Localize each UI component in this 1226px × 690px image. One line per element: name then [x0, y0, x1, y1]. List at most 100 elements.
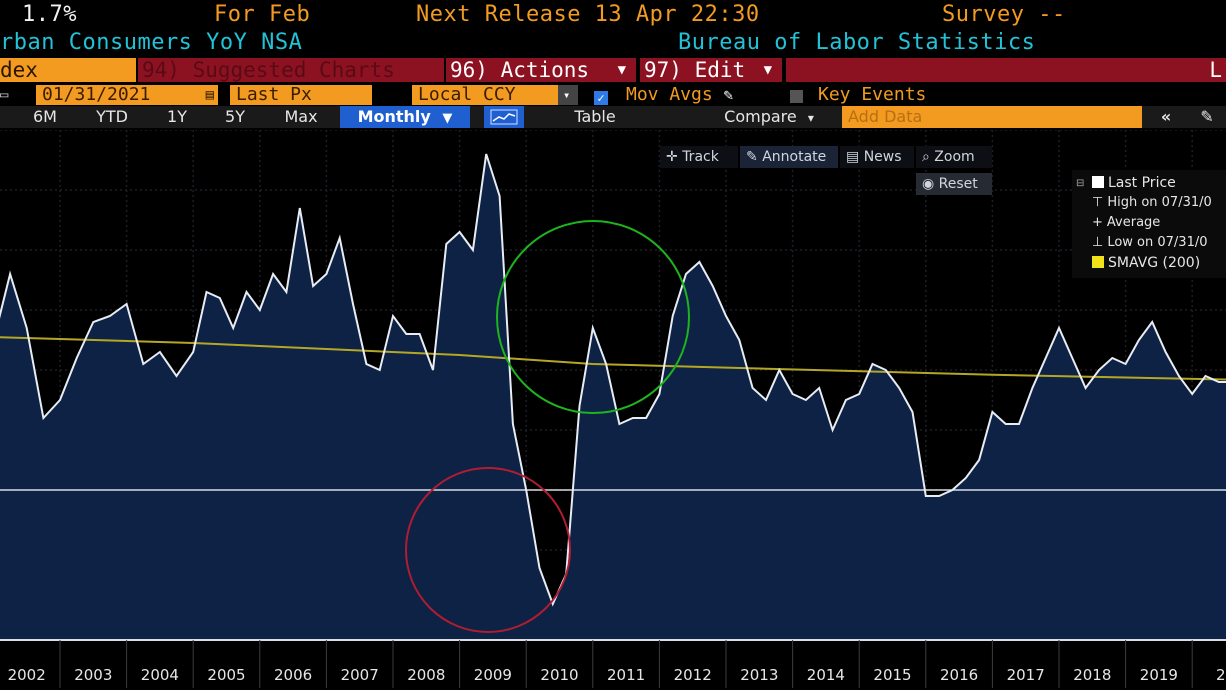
x-tick-label: 20 [1216, 666, 1226, 684]
smavg-line [0, 336, 1226, 381]
header-survey: Survey -- [942, 2, 1066, 27]
track-button[interactable]: ✛ Track [660, 146, 738, 168]
x-tick-label: 2009 [474, 666, 512, 684]
suggested-charts-menu[interactable]: 94) Suggested Charts [138, 58, 444, 82]
x-axis: 2002 2003 2004 2005 2006 2007 2008 2009 2010 2011… [0, 639, 1226, 688]
mov-avgs-text: Mov Avgs [626, 84, 713, 105]
date-field[interactable]: 01/31/2021 ▤ [36, 85, 218, 105]
checkbox-unchecked-icon [790, 90, 803, 103]
legend-label: Last Price [1108, 175, 1176, 191]
menu-bar-right: L [786, 58, 1226, 82]
track-label: Track [682, 149, 719, 165]
x-tick-label: 2008 [407, 666, 445, 684]
x-tick-label: 2007 [341, 666, 379, 684]
legend-high: ⊤ High on 07/31/0 [1092, 195, 1212, 210]
x-tick-label: 2015 [873, 666, 911, 684]
annotate-label: Annotate [762, 149, 827, 165]
legend-label: SMAVG (200) [1108, 255, 1201, 271]
actions-menu[interactable]: 96) Actions ▼ [446, 58, 636, 82]
currency-select[interactable]: Local CCY [412, 85, 558, 105]
mov-avgs-label[interactable]: Mov Avgs ✎ [620, 85, 770, 105]
period-6m[interactable]: 6M [33, 107, 57, 126]
crosshair-icon: ✛ [666, 149, 678, 165]
frequency-label: Monthly [357, 107, 431, 126]
date-value: 01/31/2021 [42, 84, 151, 105]
x-tick-label: 2016 [940, 666, 978, 684]
pencil-icon: ✎ [746, 149, 758, 165]
legend-last-price[interactable]: Last Price [1092, 175, 1176, 191]
period-bar: 6M YTD 1Y 5Y Max Monthly ▼ Table Compare… [0, 106, 1226, 128]
legend-collapse-icon[interactable]: ⊟ [1076, 178, 1085, 189]
zoom-button[interactable]: ⌕ Zoom [916, 146, 992, 168]
key-events-label[interactable]: Key Events [818, 84, 927, 105]
x-tick-label: 2011 [607, 666, 645, 684]
low-marker-icon: ⊥ [1092, 235, 1104, 250]
pencil-icon[interactable]: ✎ [1200, 107, 1214, 126]
table-button[interactable]: Table [574, 107, 616, 126]
average-marker-icon: + [1092, 215, 1103, 230]
reset-icon: ◉ [922, 176, 935, 192]
header-for-period: For Feb [214, 2, 311, 27]
highlight-circle-green [496, 220, 690, 414]
data-source: Bureau of Labor Statistics [678, 30, 1036, 55]
chevron-down-icon: ▼ [617, 62, 626, 78]
legend-low: ⊥ Low on 07/31/0 [1092, 235, 1208, 250]
period-max[interactable]: Max [284, 107, 318, 126]
x-tick-label: 2017 [1007, 666, 1045, 684]
magnifier-icon: ⌕ [922, 149, 930, 165]
reset-label: Reset [938, 176, 978, 192]
x-tick-label: 2019 [1140, 666, 1178, 684]
x-tick-label: 2018 [1073, 666, 1111, 684]
x-tick-label: 2013 [740, 666, 778, 684]
legend-smavg[interactable]: SMAVG (200) [1092, 255, 1200, 271]
annotate-button[interactable]: ✎ Annotate [740, 146, 838, 168]
period-5y[interactable]: 5Y [225, 107, 245, 126]
collapse-icon[interactable]: « [1160, 107, 1172, 126]
price-field-select[interactable]: Last Px [230, 85, 372, 105]
compare-select[interactable]: Compare ▾ [704, 106, 834, 128]
period-ytd[interactable]: YTD [96, 107, 128, 126]
x-tick-label: 2006 [274, 666, 312, 684]
checkbox-checked-icon: ✓ [594, 91, 608, 105]
controls-bar: ▭ 01/31/2021 ▤ Last Px Local CCY ▾ ✓ Mov… [0, 84, 1226, 106]
add-data-input[interactable]: Add Data [842, 106, 1142, 128]
news-button[interactable]: ▤ News [840, 146, 914, 168]
highlight-circle-red [405, 467, 571, 633]
calendar-icon[interactable]: ▤ [205, 87, 214, 103]
calendar-icon[interactable]: ▭ [0, 87, 9, 103]
chart-legend: ⊟ Last Price ⊤ High on 07/31/0 + Average ⊥… [1072, 170, 1226, 278]
header-next-release: Next Release 13 Apr 22:30 [416, 2, 760, 27]
news-icon: ▤ [846, 149, 860, 165]
security-index-field[interactable]: dex [0, 58, 136, 82]
compare-label: Compare [724, 107, 797, 126]
x-tick-label: 2010 [540, 666, 578, 684]
edit-label: 97) Edit [644, 58, 746, 82]
reset-button[interactable]: ◉ Reset [916, 173, 992, 195]
legend-label: Low on 07/31/0 [1107, 235, 1208, 250]
chevron-down-icon[interactable]: ▾ [558, 85, 578, 105]
header-value: 1.7% [22, 2, 77, 27]
actions-label: 96) Actions [450, 58, 590, 82]
mov-avgs-checkbox[interactable]: ✓ [594, 85, 616, 105]
zoom-label: Zoom [934, 149, 975, 165]
frequency-select[interactable]: Monthly ▼ [340, 106, 470, 128]
menu-right-letter: L [1209, 58, 1222, 82]
x-axis-background [0, 640, 1226, 688]
legend-label: High on 07/31/0 [1107, 195, 1212, 210]
menu-bar: dex 94) Suggested Charts 96) Actions ▼ 9… [0, 58, 1226, 82]
line-chart-icon[interactable] [484, 106, 524, 128]
key-events-checkbox[interactable] [786, 85, 808, 105]
legend-swatch [1092, 176, 1104, 188]
pencil-icon[interactable]: ✎ [723, 85, 734, 104]
chevron-down-icon: ▼ [442, 111, 453, 126]
x-tick-label: 2012 [674, 666, 712, 684]
legend-swatch [1092, 256, 1104, 268]
chart-plot[interactable]: 2002 2003 2004 2005 2006 2007 2008 2009 2010 2011… [0, 130, 1226, 690]
x-tick-label: 2003 [74, 666, 112, 684]
x-tick-label: 2005 [207, 666, 245, 684]
news-label: News [863, 149, 902, 165]
chevron-down-icon: ▾ [807, 111, 814, 125]
period-1y[interactable]: 1Y [167, 107, 187, 126]
edit-menu[interactable]: 97) Edit ▼ [640, 58, 782, 82]
header-row-2: rban Consumers YoY NSA Bureau of Labor S… [0, 30, 1226, 58]
